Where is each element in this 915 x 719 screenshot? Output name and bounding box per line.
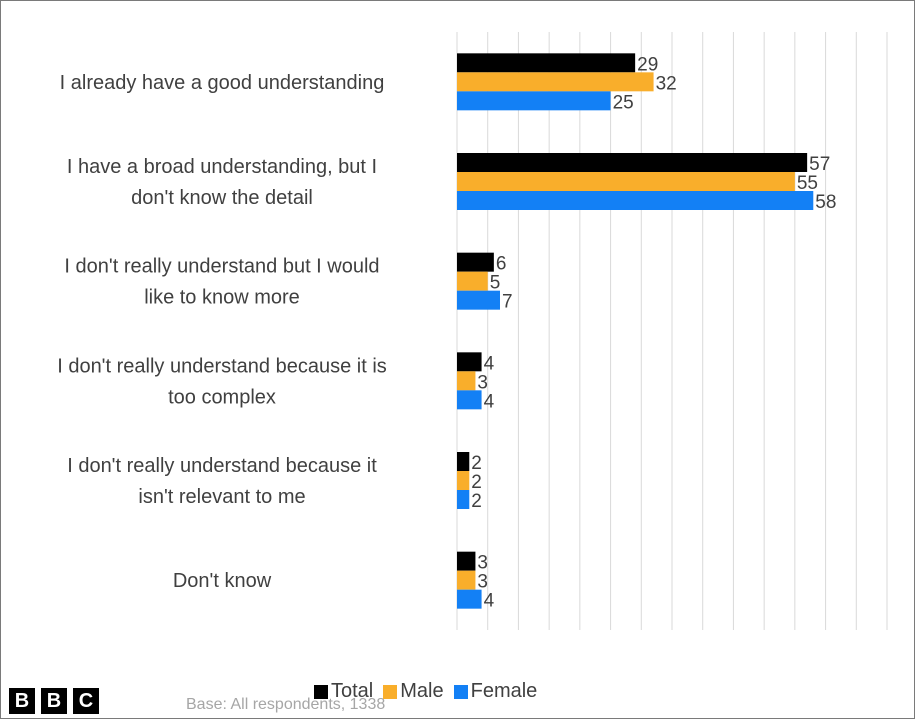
value-label-female: 4 — [484, 391, 495, 412]
legend: Total Male Female — [314, 680, 537, 703]
value-label-male: 3 — [477, 572, 488, 593]
value-label-total: 29 — [637, 54, 658, 75]
category-label-line: I don't really understand because it — [67, 455, 377, 477]
category-label-line: I don't really understand but I would — [64, 256, 379, 278]
bar-male — [457, 371, 476, 391]
legend-label-male: Male — [400, 680, 444, 702]
bar-total — [457, 352, 482, 372]
value-label-female: 4 — [484, 591, 495, 612]
legend-swatch-male — [383, 684, 398, 699]
bar-female — [457, 191, 814, 210]
value-label-female: 25 — [613, 92, 634, 113]
logo-letter-3: C — [73, 688, 99, 714]
value-label-total: 4 — [484, 353, 495, 374]
value-label-female: 2 — [471, 491, 482, 512]
bar-total — [457, 452, 470, 471]
category-label-line: I don't really understand because it is — [57, 355, 387, 377]
legend-label-total: Total — [331, 680, 374, 702]
category-label: Don't know — [173, 570, 272, 592]
bar-female — [457, 91, 611, 111]
category-label: I don't really understand but I would lik… — [64, 256, 379, 309]
category-label-line: like to know more — [144, 287, 300, 309]
value-label-total: 6 — [496, 254, 507, 275]
category-labels: I already have a good understanding I hav… — [57, 72, 387, 592]
legend-item-female: Female — [453, 680, 538, 703]
category-label-line: I already have a good understanding — [60, 72, 385, 94]
legend-item-total: Total — [314, 680, 373, 703]
category-label: I don't really understand because it is t… — [57, 355, 387, 408]
bar-male — [457, 72, 654, 92]
legend-swatch-female — [453, 684, 468, 699]
legend-swatch-total — [314, 684, 328, 699]
category-label: I have a broad understanding, but I don't… — [67, 156, 377, 209]
logo-letter-1: B — [9, 688, 35, 714]
bar-total — [457, 153, 808, 172]
legend-item-male: Male — [383, 680, 444, 703]
category-label-line: don't know the detail — [131, 187, 313, 209]
category-label: I already have a good understanding — [60, 72, 385, 94]
value-label-total: 2 — [471, 453, 482, 474]
bar-male — [457, 271, 488, 291]
value-label-female: 7 — [502, 292, 513, 313]
category-label: I don't really understand because it isn'… — [67, 455, 377, 508]
bar-total — [457, 551, 476, 571]
value-label-male: 55 — [797, 173, 818, 194]
category-label-line: too complex — [168, 386, 276, 408]
bar-male — [457, 570, 476, 590]
value-label-female: 58 — [815, 192, 836, 213]
category-label-line: Don't know — [173, 570, 272, 592]
value-label-male: 5 — [490, 273, 501, 294]
bar-female — [457, 589, 482, 609]
bar-total — [457, 53, 636, 73]
footnote: Base: All respondents, 1338 — [186, 696, 386, 713]
value-label-male: 2 — [471, 472, 482, 493]
bar-female — [457, 390, 482, 410]
value-label-total: 3 — [477, 553, 488, 574]
category-label-line: isn't relevant to me — [138, 486, 305, 508]
bar-female — [457, 290, 500, 310]
logo-letter-2: B — [41, 688, 67, 714]
bars — [457, 53, 814, 609]
legend-label-female: Female — [470, 680, 538, 702]
bar-total — [457, 252, 494, 272]
bbc-logo: B B C — [9, 688, 99, 714]
value-label-total: 57 — [809, 154, 830, 175]
bar-female — [457, 490, 470, 509]
bar-male — [457, 471, 470, 490]
gridlines — [456, 32, 888, 630]
value-label-male: 32 — [656, 73, 677, 94]
category-label-line: I have a broad understanding, but I — [67, 156, 377, 178]
bar-male — [457, 172, 795, 191]
value-label-male: 3 — [477, 372, 488, 393]
